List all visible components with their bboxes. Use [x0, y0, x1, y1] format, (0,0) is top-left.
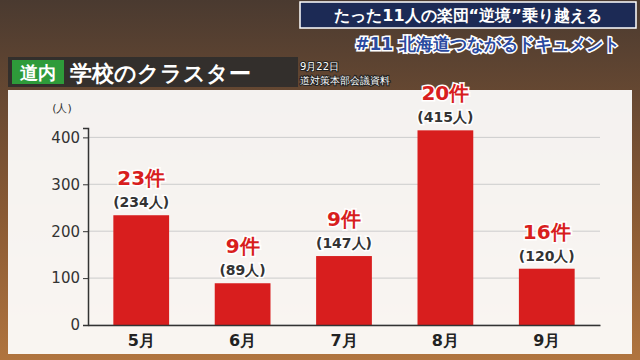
x-tick-label: 9月 [533, 331, 560, 350]
grid-line [88, 137, 600, 138]
title-tag-box [12, 60, 64, 84]
panel [8, 90, 632, 354]
x-tick: 5月 [128, 325, 155, 350]
x-tick-label: 7月 [330, 331, 357, 350]
value-label: (415人) [417, 109, 473, 125]
y-tick-label: 0 [70, 316, 80, 334]
grid [88, 137, 600, 325]
case-label: 9件 [327, 207, 361, 231]
y-tick-label: 100 [51, 269, 80, 287]
note-source: 道対策本部会議資料 [300, 75, 390, 86]
case-label: 16件 [523, 220, 571, 244]
y-tick-label: 200 [51, 222, 80, 240]
bar [113, 215, 169, 325]
value-label: (120人) [519, 248, 575, 264]
y-tick-mark [83, 137, 88, 138]
y-tick: 200 [51, 222, 88, 240]
y-tick: 300 [51, 176, 88, 194]
data-labels: 23件 (234人) 9件 (89人) 9件 (147人) 20件 (415人) 16件 (120… [113, 81, 575, 278]
bar [519, 269, 575, 325]
bar [316, 256, 372, 325]
title-bar [8, 57, 298, 87]
y-tick-label: 400 [51, 129, 80, 147]
chart-svg: たった11人の楽団“逆境”乗り越える #11 北海道つながるドキュメント道内学校の… [0, 0, 640, 360]
value-label: (89人) [219, 262, 265, 278]
program-title: #11 北海道つながるドキュメント [355, 34, 620, 54]
x-tick: 6月 [229, 325, 256, 350]
y-tick-label: 300 [51, 176, 80, 194]
title-tag: 道内 [20, 62, 56, 83]
y-tick-mark [83, 231, 88, 232]
case-label: 23件 [117, 166, 165, 190]
x-axis-line [89, 325, 601, 327]
y-tick-mark [83, 325, 88, 326]
bars [113, 130, 574, 325]
note-date: 9月22日 [300, 61, 339, 72]
x-tick-label: 5月 [128, 331, 155, 350]
y-tick-mark [83, 184, 88, 185]
bar [215, 283, 271, 325]
x-tick-label: 8月 [432, 331, 459, 350]
title: 学校のクラスター [70, 61, 251, 86]
banner-text: たった11人の楽団“逆境”乗り越える [334, 6, 601, 25]
x-axis: 5月 6月 7月 8月 9月 [89, 325, 601, 350]
y-tick-mark [83, 278, 88, 279]
x-tick: 8月 [432, 325, 459, 350]
case-label: 9件 [226, 234, 260, 258]
y-tick: 0 [70, 316, 88, 334]
x-tick: 7月 [330, 325, 357, 350]
case-label: 20件 [421, 81, 469, 105]
y-tick: 400 [51, 129, 88, 147]
y-axis-line [83, 129, 89, 326]
background [0, 0, 640, 360]
y-tick: 100 [51, 269, 88, 287]
x-tick: 9月 [533, 325, 560, 350]
x-tick-label: 6月 [229, 331, 256, 350]
y-axis-label: (人) [52, 102, 72, 115]
banner-box [300, 2, 636, 28]
bar [418, 130, 474, 325]
value-label: (147人) [316, 235, 372, 251]
value-label: (234人) [113, 194, 169, 210]
y-axis: 0 100 200 300 400 [51, 129, 88, 335]
